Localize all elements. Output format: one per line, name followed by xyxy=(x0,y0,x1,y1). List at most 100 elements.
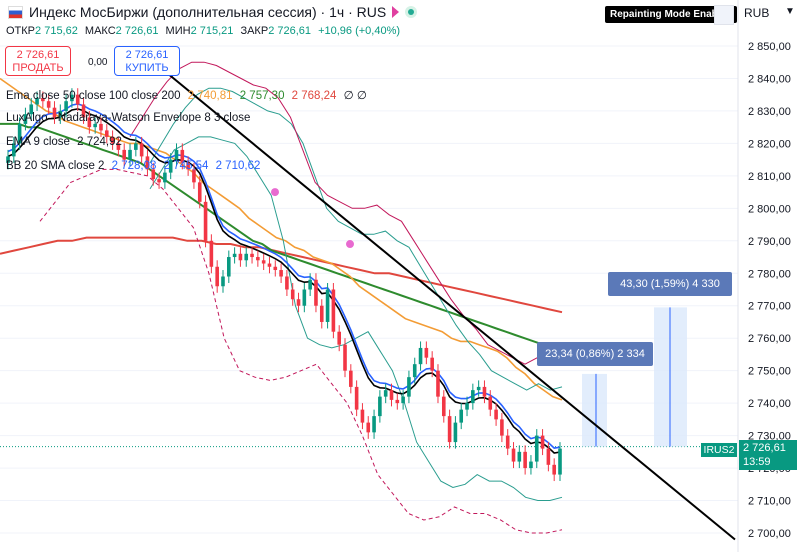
close-value: 2 726,61 xyxy=(268,25,312,37)
market-status-icon[interactable] xyxy=(405,6,418,18)
y-tick-label: 2 780,00 xyxy=(748,268,791,280)
candle xyxy=(168,153,173,180)
candle xyxy=(302,283,307,313)
bb-upper-line xyxy=(149,87,563,391)
candle xyxy=(540,429,545,456)
candle xyxy=(186,156,190,176)
candle-body xyxy=(418,347,423,365)
candle-body xyxy=(546,448,551,465)
candle-body xyxy=(343,344,347,371)
candle-body xyxy=(383,390,388,397)
y-tick-label: 2 760,00 xyxy=(748,333,791,345)
candle-body xyxy=(203,201,208,241)
bar-countdown: 13:59 xyxy=(743,456,771,468)
candle-body xyxy=(285,276,289,290)
currency-selector[interactable]: RUB xyxy=(744,6,770,20)
candle-body xyxy=(534,435,539,462)
candle xyxy=(459,403,464,430)
bb-lower-value: 2 710,62 xyxy=(215,160,261,172)
chart-title[interactable]: Индекс МосБиржи (дополнительная сессия) … xyxy=(29,4,387,20)
candle xyxy=(523,445,527,475)
candle xyxy=(308,273,312,296)
ema50-value: 2 740,81 xyxy=(187,90,233,102)
candle-body xyxy=(64,101,68,111)
y-tick-label: 2 700,00 xyxy=(748,528,791,540)
sell-label: ПРОДАТЬ xyxy=(12,62,64,74)
candle-body xyxy=(128,149,132,160)
candle-body xyxy=(290,289,295,300)
candle xyxy=(552,458,556,482)
candle xyxy=(163,166,167,189)
legend-ema9[interactable]: EMA 9 close 2 724,92 xyxy=(6,136,122,148)
ema100-line xyxy=(0,122,562,349)
legend-bb[interactable]: BB 20 SMA close 2 2 728,08 2 745,54 2 71… xyxy=(6,160,260,172)
candle xyxy=(273,260,278,277)
candle xyxy=(401,390,405,410)
y-tick-label: 2 770,00 xyxy=(748,301,791,313)
candle xyxy=(232,247,237,264)
candle xyxy=(192,162,196,189)
candle xyxy=(534,429,539,469)
candle xyxy=(227,250,231,284)
candle xyxy=(529,455,533,475)
sell-button[interactable]: 2 726,61 ПРОДАТЬ xyxy=(5,46,71,76)
candle xyxy=(325,283,330,329)
candle xyxy=(6,149,10,170)
measure-label-1[interactable]: 23,34 (0,86%) 2 334 xyxy=(537,342,653,366)
bb-label: BB 20 SMA close 2 xyxy=(6,160,105,172)
candle xyxy=(349,364,353,394)
candle xyxy=(139,136,144,163)
candle xyxy=(447,409,452,449)
candle xyxy=(99,117,103,137)
y-tick-label: 2 830,00 xyxy=(748,106,791,118)
candle xyxy=(441,390,446,423)
candle-body xyxy=(517,451,522,462)
low-label: МИН xyxy=(165,25,191,37)
buy-label: КУПИТЬ xyxy=(125,62,169,74)
buy-button[interactable]: 2 726,61 КУПИТЬ xyxy=(114,46,180,76)
candle xyxy=(290,283,295,306)
candle-body xyxy=(395,399,400,404)
legend-ema[interactable]: Ema close 50 close 100 close 200 2 740,8… xyxy=(6,88,367,102)
toolbar-button-1[interactable] xyxy=(714,5,734,25)
candle-body xyxy=(465,403,469,410)
ema200-value: 2 768,24 xyxy=(291,90,337,102)
candle-body xyxy=(337,331,341,345)
candle-body xyxy=(186,162,190,170)
candle-body xyxy=(436,370,440,397)
candle-body xyxy=(267,263,272,267)
candle xyxy=(558,442,562,482)
candle xyxy=(46,94,51,115)
high-label: МАКС xyxy=(84,25,116,37)
candle xyxy=(81,97,86,124)
candle-body xyxy=(256,257,260,261)
ema-extra-value: ∅ ∅ xyxy=(343,90,367,102)
indicator-lines xyxy=(0,58,736,541)
bb-basis-line xyxy=(7,103,561,449)
ema100-value: 2 757,30 xyxy=(239,90,285,102)
candle xyxy=(407,370,411,404)
candle xyxy=(285,270,289,296)
candle-body xyxy=(372,416,376,433)
candle-body xyxy=(552,464,556,475)
candle xyxy=(145,149,150,176)
measure-box-1 xyxy=(582,373,607,447)
candle-body xyxy=(349,370,353,387)
candle-body xyxy=(366,422,371,433)
candle xyxy=(104,123,109,144)
close-label: ЗАКР xyxy=(240,25,269,37)
candle xyxy=(110,130,115,150)
measure-label-2[interactable]: 43,30 (1,59%) 4 330 xyxy=(608,272,732,296)
y-tick-label: 2 800,00 xyxy=(748,203,791,215)
candle-body xyxy=(407,377,411,397)
candle xyxy=(418,341,423,371)
candle-body xyxy=(192,169,196,183)
flag-marker-icon[interactable] xyxy=(392,6,400,18)
candle-body xyxy=(389,390,394,400)
candle-body xyxy=(523,451,527,469)
legend-nadaraya[interactable]: LuxAlgo - Nadaraya-Watson Envelope 8 3 c… xyxy=(6,112,250,124)
candle xyxy=(546,442,551,472)
candle-body xyxy=(163,172,167,183)
chart-overlays xyxy=(582,307,687,447)
chevron-down-icon[interactable]: ▼ xyxy=(785,6,795,17)
